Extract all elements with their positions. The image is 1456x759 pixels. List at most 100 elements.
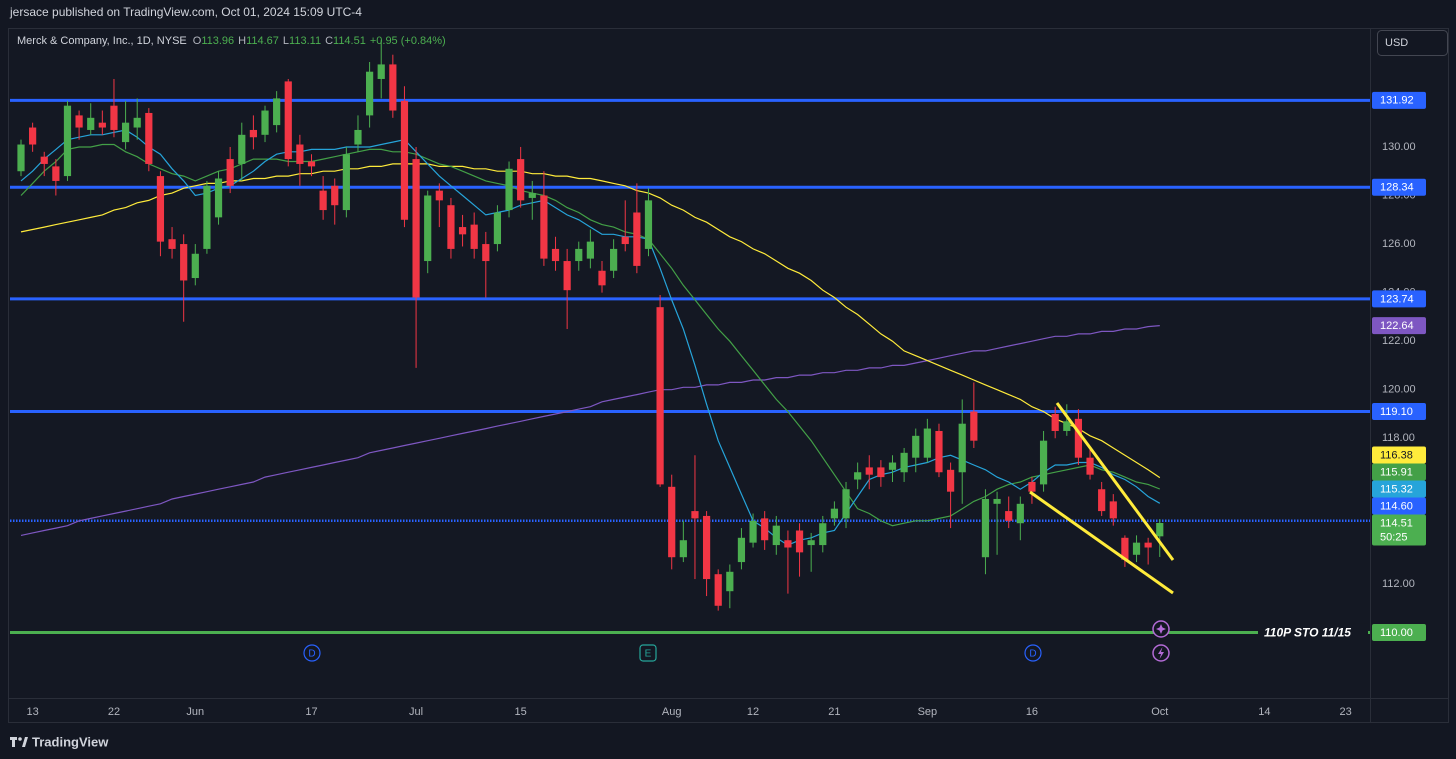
candle-body	[1144, 542, 1152, 548]
candle-body	[726, 571, 734, 592]
candle-body	[598, 270, 606, 286]
candle-body	[993, 498, 1001, 504]
plot-area: 110P STO 11/15	[10, 40, 1370, 642]
candle-body	[784, 540, 792, 548]
candle-body	[1005, 511, 1013, 521]
candle-body	[40, 156, 48, 164]
price-tag-countdown: 50:25	[1380, 531, 1408, 543]
price-tag-label: 115.32	[1380, 483, 1413, 495]
candle-body	[842, 489, 850, 519]
candle-body	[714, 574, 722, 606]
price-tag	[1372, 403, 1426, 421]
candle-body	[621, 236, 629, 245]
price-tag-label: 115.91	[1380, 466, 1413, 478]
price-tag-label: 119.10	[1380, 406, 1413, 418]
candle-body	[389, 64, 397, 111]
event-label: D	[308, 649, 315, 660]
candle-body	[1098, 489, 1106, 512]
brand-name: TradingView	[32, 734, 109, 749]
candle-body	[145, 112, 153, 164]
price-tag-label: 128.34	[1380, 182, 1414, 194]
candle-body	[644, 200, 653, 249]
moving-average	[20, 129, 1161, 546]
candle-body	[400, 100, 409, 220]
candle-body	[98, 122, 106, 128]
candle-body	[772, 525, 780, 546]
candle-body	[1109, 501, 1117, 519]
price-tag	[1372, 290, 1426, 308]
x-tick-label: 16	[1026, 706, 1038, 718]
legend: Merck & Company, Inc., 1D, NYSE O113.96 H1…	[17, 35, 446, 47]
x-tick-label: 22	[108, 706, 120, 718]
candle-body	[424, 195, 432, 262]
event-marker[interactable]: E	[639, 644, 657, 662]
y-tick-label: 118.00	[1382, 432, 1415, 444]
legend-key: L	[283, 35, 289, 47]
trend-line	[1029, 490, 1174, 595]
candle-body	[563, 261, 571, 291]
x-tick-label: 21	[828, 706, 840, 718]
candle-body	[830, 508, 838, 519]
trend-line	[1055, 402, 1175, 561]
currency-label[interactable]: USD	[1385, 37, 1408, 49]
moving-average	[20, 163, 1161, 479]
candle-body	[888, 462, 897, 470]
candle-body	[180, 244, 188, 281]
moving-average	[20, 143, 1161, 527]
candle-body	[168, 239, 176, 249]
x-tick-label: 14	[1258, 706, 1270, 718]
price-tag	[1372, 480, 1426, 498]
candle-body	[668, 486, 676, 558]
candle-body	[1156, 522, 1164, 537]
price-tag-label: 123.74	[1380, 293, 1414, 305]
x-tick-label: 13	[26, 706, 38, 718]
currency-button[interactable]	[1377, 30, 1448, 56]
price-tag-label: 131.92	[1380, 95, 1414, 107]
price-tag-label: 110.00	[1380, 627, 1413, 639]
candle-body	[1121, 537, 1129, 560]
candle-body	[261, 110, 269, 135]
candle-body	[505, 168, 513, 211]
event-marker[interactable]	[1152, 620, 1170, 638]
moving-average	[20, 325, 1160, 536]
price-tag-label: 116.38	[1380, 449, 1413, 461]
chart-frame	[8, 28, 1449, 723]
legend-value: 114.51	[333, 35, 366, 47]
x-tick-label: 17	[305, 706, 317, 718]
candle-body	[133, 117, 141, 128]
y-tick-label: 130.00	[1382, 141, 1416, 153]
legend-key: O	[193, 35, 202, 47]
candle-body	[795, 530, 804, 553]
x-tick-label: 15	[515, 706, 527, 718]
candle-body	[935, 430, 943, 473]
price-tag	[1372, 178, 1426, 196]
price-tag	[1372, 623, 1426, 641]
price-tag-label: 114.60	[1380, 500, 1413, 512]
candle-body	[354, 129, 362, 145]
candle-body	[121, 122, 130, 143]
event-marker[interactable]: D	[303, 644, 321, 662]
y-tick-label: 120.00	[1382, 384, 1416, 396]
price-tag-label: 122.64	[1380, 320, 1414, 332]
x-tick-label: Aug	[662, 706, 682, 718]
candle-body	[877, 467, 885, 478]
candle-body	[17, 144, 25, 172]
legend-key: H	[238, 35, 246, 47]
candle-body	[1039, 440, 1048, 485]
candle-body	[1086, 457, 1094, 475]
candle-body	[1132, 542, 1141, 555]
candle-body	[702, 515, 711, 580]
candle-body	[865, 467, 873, 475]
legend-value: 113.11	[289, 35, 321, 47]
candle-body	[273, 98, 281, 126]
candle-body	[319, 190, 327, 211]
event-marker[interactable]: D	[1024, 644, 1042, 662]
x-tick-label: 23	[1340, 706, 1352, 718]
annotation-bg	[1258, 623, 1368, 642]
event-marker[interactable]	[1152, 644, 1170, 662]
x-tick-label: Oct	[1151, 706, 1168, 718]
candle-body	[75, 115, 83, 128]
candle-body	[633, 212, 641, 266]
